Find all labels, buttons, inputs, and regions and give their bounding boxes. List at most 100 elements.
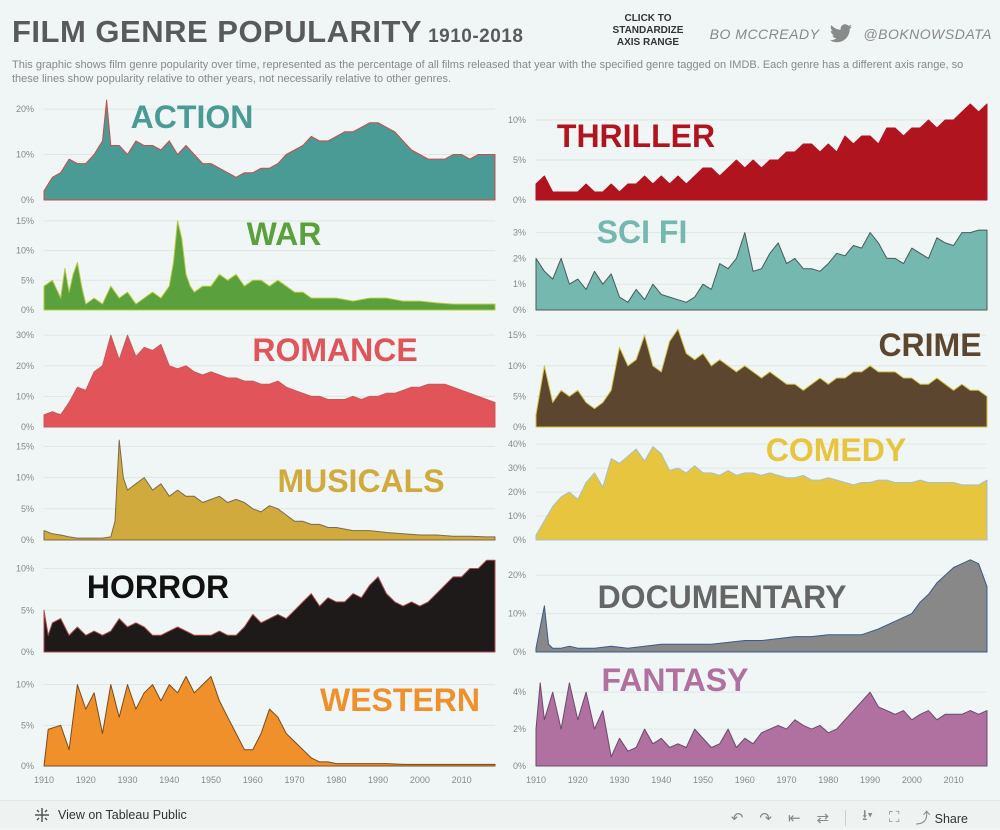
x-tick-label: 1950 bbox=[201, 775, 221, 785]
y-tick-label: 10% bbox=[16, 246, 34, 256]
view-on-tableau-label: View on Tableau Public bbox=[58, 808, 187, 822]
genre-label-musicals: MUSICALS bbox=[277, 463, 444, 499]
x-tick-label: 2010 bbox=[944, 775, 964, 785]
genre-charts: 20% 10% 0% ACTION 10% 5% 0% THRILLER 15% 10% 5% 0% W… bbox=[16, 99, 988, 785]
y-tick-label: 10% bbox=[508, 115, 526, 125]
y-tick-label: 10% bbox=[508, 361, 526, 371]
revert-icon[interactable]: ⇤ bbox=[787, 809, 801, 827]
chart-panel-war: 15% 10% 5% 0% WAR bbox=[16, 216, 496, 315]
genre-label-comedy: COMEDY bbox=[766, 432, 906, 468]
y-tick-label: 0% bbox=[513, 535, 526, 545]
y-tick-label: 20% bbox=[508, 570, 526, 580]
y-tick-label: 10% bbox=[16, 564, 34, 574]
view-on-tableau-link[interactable]: View on Tableau Public bbox=[34, 807, 187, 823]
y-tick-label: 0% bbox=[513, 305, 526, 315]
chart-panel-fantasy: 4% 2% 0% FANTASY bbox=[513, 662, 988, 771]
x-tick-label: 1940 bbox=[651, 775, 671, 785]
y-tick-label: 15% bbox=[508, 330, 526, 340]
credits: BO MCCREADY @BOKNOWSDATA bbox=[710, 24, 992, 44]
genre-label-crime: CRIME bbox=[878, 327, 981, 363]
y-tick-label: 0% bbox=[21, 535, 34, 545]
y-tick-label: 0% bbox=[21, 422, 34, 432]
x-tick-label: 1990 bbox=[860, 775, 880, 785]
y-tick-label: 10% bbox=[16, 150, 34, 160]
chart-panel-action: 20% 10% 0% ACTION bbox=[16, 99, 496, 205]
chart-panel-documentary: 20% 10% 0% DOCUMENTARY bbox=[508, 559, 988, 657]
y-tick-label: 20% bbox=[16, 361, 34, 371]
chart-panel-romance: 30% 20% 10% 0% ROMANCE bbox=[16, 330, 496, 432]
twitter-handle[interactable]: @BOKNOWSDATA bbox=[863, 26, 992, 42]
y-tick-label: 5% bbox=[21, 504, 34, 514]
standardize-axis-button[interactable]: CLICK TO STANDARDIZE AXIS RANGE bbox=[612, 13, 684, 48]
x-tick-label: 1940 bbox=[159, 775, 179, 785]
page-title: FILM GENRE POPULARITY 1910-2018 bbox=[12, 14, 524, 49]
genre-label-fantasy: FANTASY bbox=[602, 662, 749, 698]
genre-label-sci-fi: SCI FI bbox=[597, 214, 688, 250]
y-tick-label: 15% bbox=[16, 216, 34, 226]
download-icon[interactable]: ⭳▾ bbox=[862, 807, 873, 824]
y-tick-label: 0% bbox=[513, 195, 526, 205]
y-tick-label: 5% bbox=[513, 391, 526, 401]
x-tick-label: 1960 bbox=[243, 775, 263, 785]
genre-label-war: WAR bbox=[247, 216, 322, 252]
x-tick-label: 1910 bbox=[526, 775, 546, 785]
y-tick-label: 1% bbox=[513, 279, 526, 289]
x-tick-label: 1930 bbox=[118, 775, 138, 785]
area-comedy bbox=[535, 446, 988, 541]
author-name: BO MCCREADY bbox=[709, 26, 820, 42]
redo-icon[interactable]: ↷ bbox=[759, 809, 772, 827]
x-tick-label: 1960 bbox=[735, 775, 755, 785]
area-fantasy bbox=[535, 682, 988, 767]
y-tick-label: 2% bbox=[513, 253, 526, 263]
subtitle: This graphic shows film genre popularity… bbox=[12, 59, 964, 85]
x-tick-label: 1990 bbox=[368, 775, 388, 785]
undo-icon[interactable]: ↶ bbox=[730, 809, 744, 827]
y-tick-label: 10% bbox=[16, 680, 34, 690]
area-musicals bbox=[43, 439, 496, 541]
x-tick-label: 1920 bbox=[76, 775, 96, 785]
x-tick-label: 1970 bbox=[285, 775, 305, 785]
x-tick-label: 1980 bbox=[818, 775, 838, 785]
genre-label-thriller: THRILLER bbox=[557, 118, 715, 154]
genre-label-romance: ROMANCE bbox=[252, 332, 417, 368]
y-tick-label: 4% bbox=[513, 687, 526, 697]
y-tick-label: 10% bbox=[508, 609, 526, 619]
area-action bbox=[43, 99, 496, 201]
y-tick-label: 5% bbox=[21, 720, 34, 730]
chart-panel-musicals: 15% 10% 5% 0% MUSICALS bbox=[16, 439, 496, 545]
refresh-icon[interactable]: ⇄ bbox=[816, 809, 830, 827]
y-tick-label: 30% bbox=[508, 463, 526, 473]
x-axis-left: 1910 1920 1930 1940 1950 1960 1970 1980 1990 2000… bbox=[34, 775, 472, 785]
area-war bbox=[43, 220, 496, 311]
tableau-logo-icon bbox=[35, 808, 49, 822]
y-tick-label: 3% bbox=[513, 228, 526, 238]
area-crime bbox=[535, 328, 988, 428]
y-tick-label: 2% bbox=[513, 724, 526, 734]
y-tick-label: 0% bbox=[21, 647, 34, 657]
y-tick-label: 15% bbox=[16, 441, 34, 451]
area-thriller bbox=[535, 103, 988, 201]
y-tick-label: 20% bbox=[508, 487, 526, 497]
genre-label-western: WESTERN bbox=[320, 682, 480, 718]
x-tick-label: 1980 bbox=[326, 775, 346, 785]
x-axis-right: 1910 1920 1930 1940 1950 1960 1970 1980 1990 2000… bbox=[526, 775, 964, 785]
chart-panel-crime: 15% 10% 5% 0% CRIME bbox=[508, 327, 988, 432]
chart-panel-horror: 10% 5% 0% HORROR bbox=[16, 559, 496, 657]
toolbar-divider bbox=[845, 809, 847, 826]
y-tick-label: 0% bbox=[21, 195, 34, 205]
footer-toolbar: View on Tableau Public ↶ ↷ ⇤ ⇄ ⭳▾ ⛶ ⤴ Sh… bbox=[0, 800, 1000, 828]
chart-panel-thriller: 10% 5% 0% THRILLER bbox=[508, 103, 988, 205]
chart-panel-western: 10% 5% 0% WESTERN bbox=[16, 676, 496, 771]
y-tick-label: 40% bbox=[508, 439, 526, 449]
fullscreen-icon[interactable]: ⛶ bbox=[888, 809, 900, 826]
twitter-bird-icon[interactable] bbox=[829, 24, 853, 44]
share-label: Share bbox=[934, 812, 968, 826]
area-horror bbox=[43, 559, 496, 653]
toolbar-actions: ↶ ↷ ⇤ ⇄ ⭳▾ ⛶ ⤴ Share bbox=[731, 805, 968, 830]
y-tick-label: 10% bbox=[16, 473, 34, 483]
y-tick-label: 0% bbox=[21, 305, 34, 315]
x-tick-label: 2010 bbox=[452, 775, 472, 785]
share-button[interactable]: ⤴ Share bbox=[915, 807, 968, 828]
x-tick-label: 2000 bbox=[410, 775, 430, 785]
area-documentary bbox=[535, 559, 988, 653]
